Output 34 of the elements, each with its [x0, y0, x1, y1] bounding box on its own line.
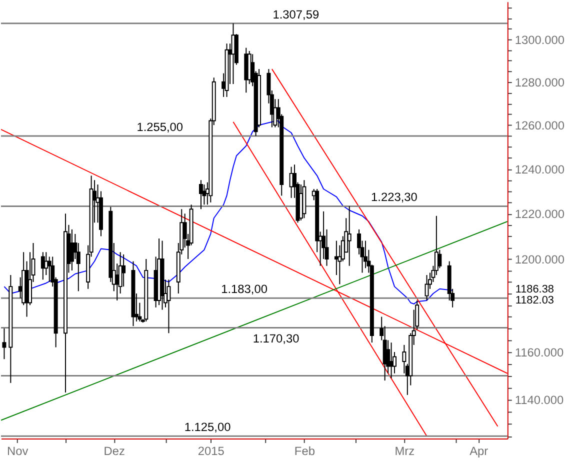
candlestick: [47, 256, 52, 282]
candlestick: [198, 180, 203, 210]
candlestick: [166, 279, 171, 334]
y-tick-label: 1200.000: [514, 252, 565, 266]
x-tick-label: Mrz: [394, 444, 415, 458]
candlestick: [70, 228, 74, 271]
x-tick-label: Apr: [470, 444, 488, 458]
ref-line-label: 1.125,00: [184, 420, 232, 434]
ref-line-label: 1.255,00: [136, 120, 184, 134]
y-tick-label: 1300.000: [514, 32, 565, 47]
y-tick-label: 1220.000: [514, 207, 565, 222]
ref-line-label: 1.307,59: [272, 7, 320, 22]
ref-line-label: 1.170,30: [252, 332, 300, 346]
candlestick: [2, 328, 6, 360]
candlestick: [122, 254, 126, 288]
x-tick-label: Feb: [294, 444, 316, 458]
x-tick-label: Nov: [7, 444, 28, 458]
y-tick-label: 1140.000: [514, 393, 564, 408]
text: 1186.38: [515, 284, 554, 296]
text: 1182.03: [515, 294, 554, 306]
ref-line-label: 1.223,30: [371, 190, 418, 204]
ref-line-label: 1.183,00: [221, 282, 268, 296]
y-tick-label: 1260.000: [514, 118, 565, 133]
candlestick: [424, 274, 429, 301]
candlestick: [402, 344, 406, 374]
candlestick: [202, 184, 206, 206]
y-tick-label: 1160.000: [514, 345, 564, 360]
x-tick-label: 2015: [198, 444, 225, 458]
candlestick: [438, 249, 442, 269]
candlestick: [347, 206, 352, 266]
candlestick: [363, 240, 368, 269]
y-tick-label: 1240.000: [514, 162, 565, 176]
x-tick-label: Dez: [104, 444, 126, 458]
y-tick-label: 1280.000: [514, 75, 565, 90]
